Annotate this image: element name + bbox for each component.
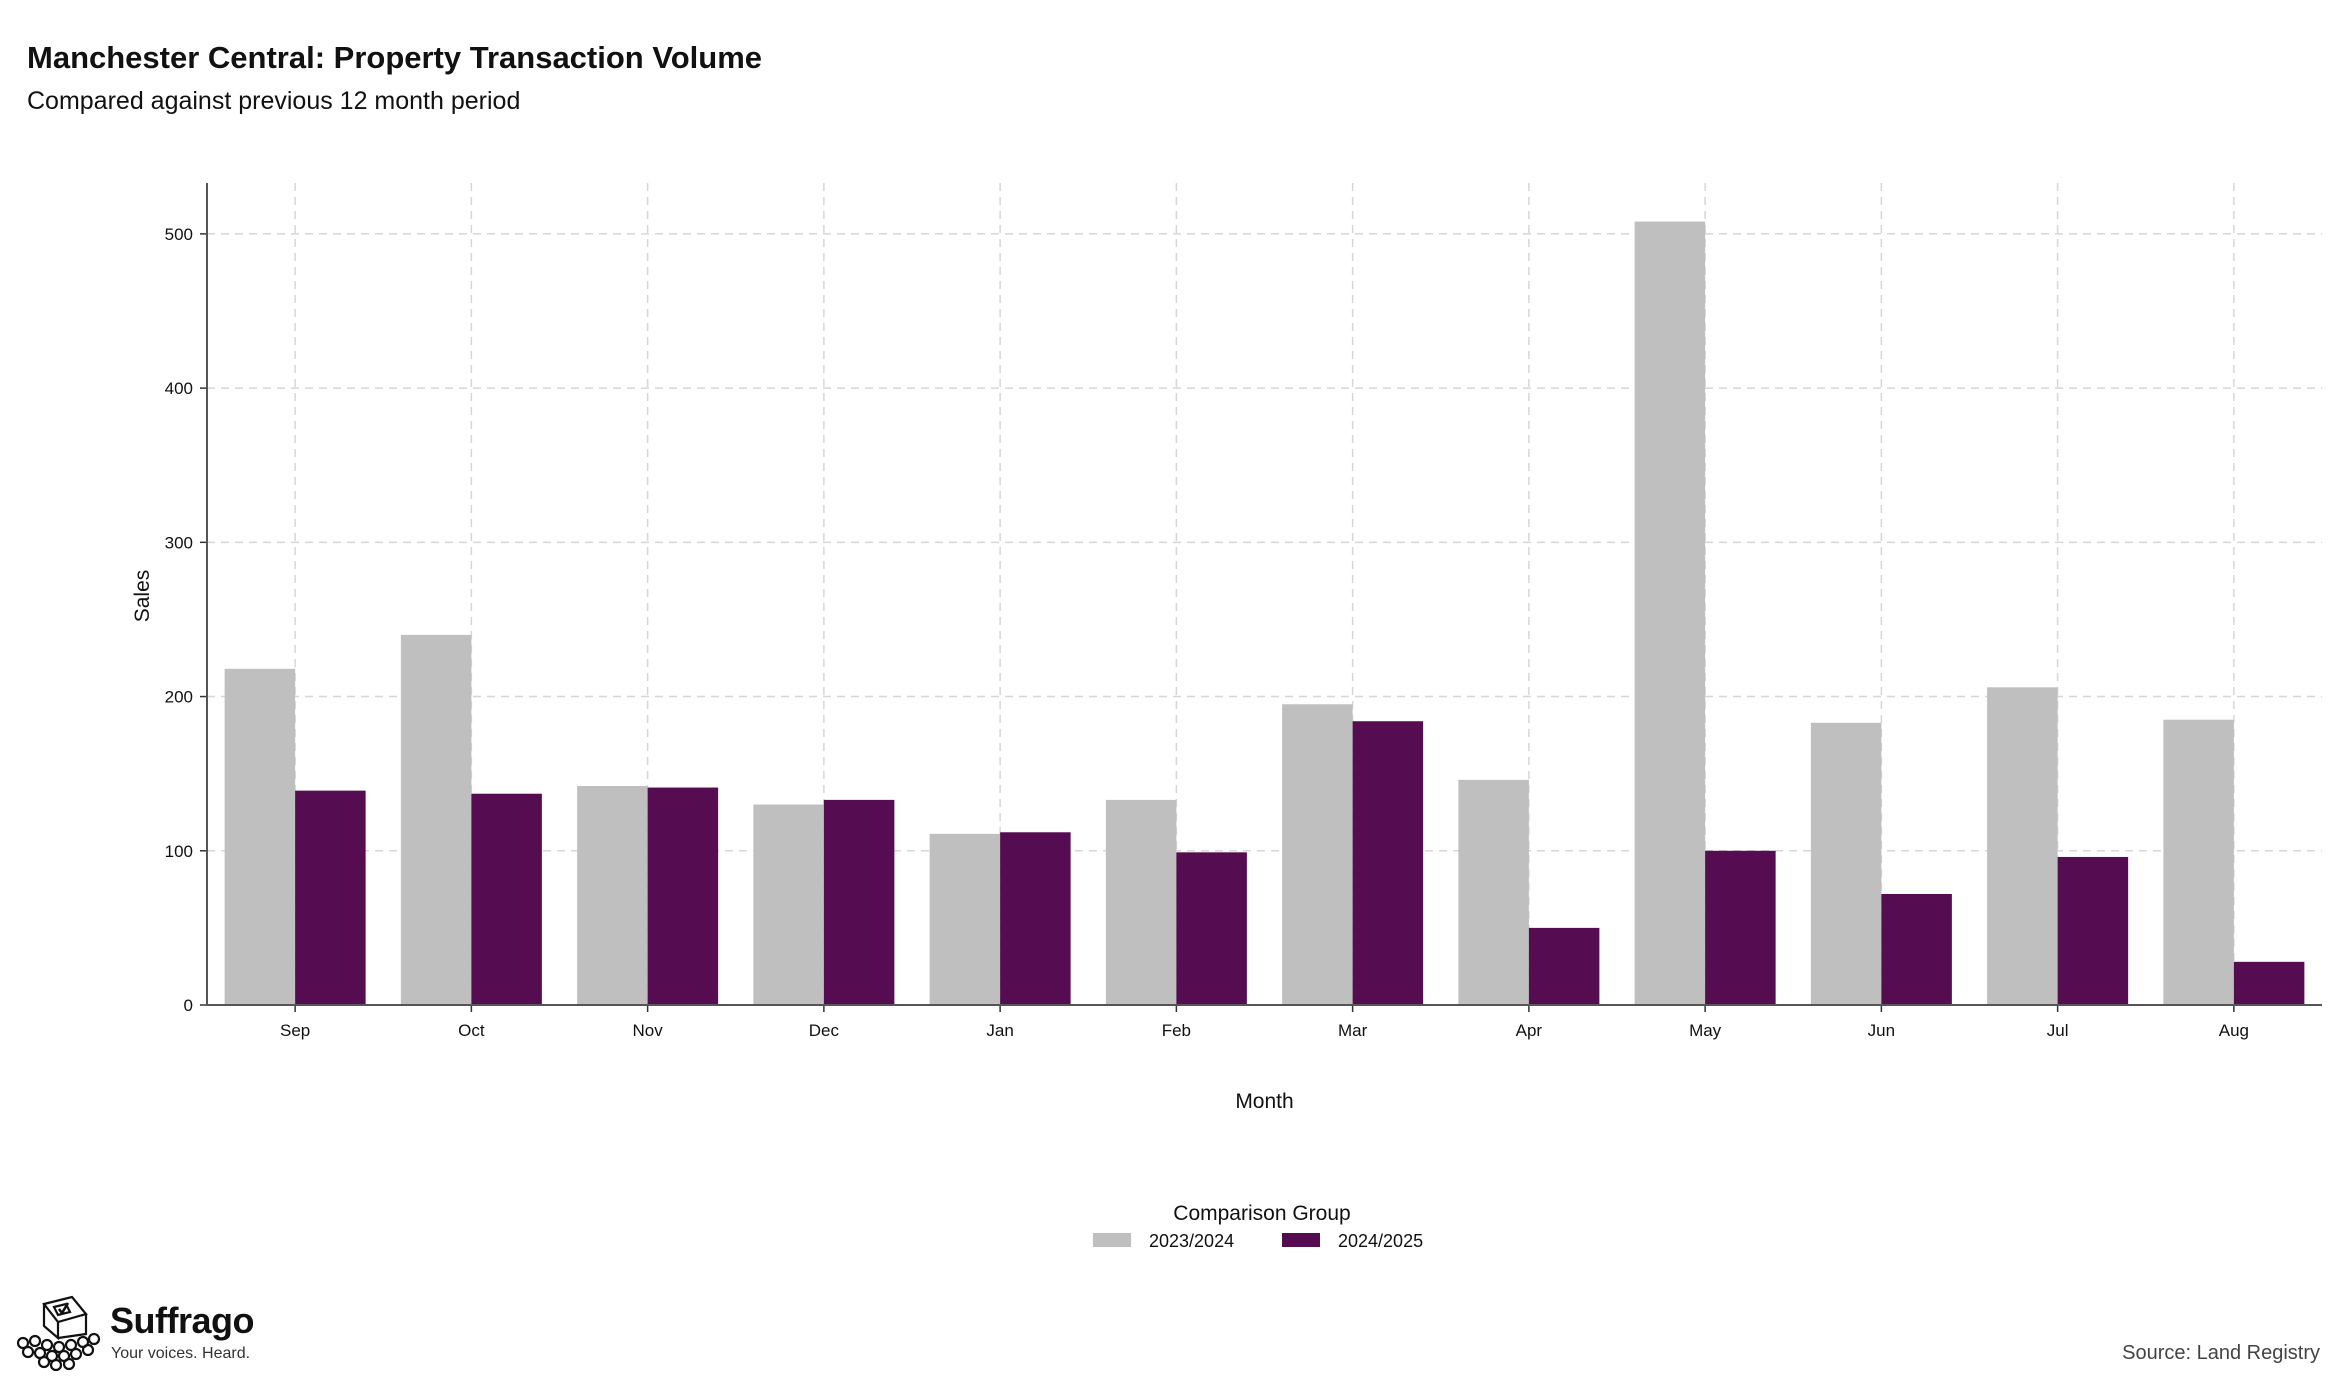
y-tick-label: 500 [165, 225, 193, 244]
x-tick-label: Apr [1516, 1021, 1543, 1040]
x-tick-label: Nov [633, 1021, 664, 1040]
bar-2024-2025-jun [1881, 893, 1952, 1005]
bar-2023-2024-sep [224, 668, 296, 1005]
bar-2023-2024-feb [1105, 799, 1177, 1005]
bar-2023-2024-oct [400, 634, 472, 1005]
y-tick-label: 0 [184, 996, 193, 1015]
x-tick-label: Jun [1868, 1021, 1895, 1040]
bar-2024-2025-apr [1528, 927, 1600, 1005]
ballot-box-crowd-icon [16, 1295, 101, 1372]
bar-2024-2025-may [1705, 850, 1776, 1005]
legend-label: 2024/2025 [1338, 1231, 1423, 1251]
brand-name: Suffrago [110, 1300, 255, 1341]
bar-2024-2025-jul [2057, 856, 2129, 1005]
x-tick-label: Feb [1162, 1021, 1191, 1040]
x-tick-label: Jul [2047, 1021, 2069, 1040]
x-axis-title: Month [1235, 1090, 1293, 1113]
bar-2023-2024-jun [1810, 722, 1882, 1005]
bar-2024-2025-aug [2233, 961, 2305, 1005]
x-tick-label: Dec [809, 1021, 840, 1040]
x-tick-label: Mar [1338, 1021, 1368, 1040]
bar-2023-2024-dec [753, 804, 824, 1005]
source-note: Source: Land Registry [2122, 1342, 2320, 1364]
chart-title: Manchester Central: Property Transaction… [27, 40, 763, 75]
legend-swatch [1282, 1233, 1320, 1247]
y-axis-title: Sales [131, 570, 154, 623]
y-tick-label: 200 [165, 688, 193, 707]
bar-2024-2025-mar [1352, 721, 1424, 1005]
bar-2023-2024-nov [577, 786, 648, 1005]
y-tick-label: 100 [165, 842, 193, 861]
bar-2024-2025-oct [471, 793, 542, 1005]
x-tick-label: Sep [280, 1021, 310, 1040]
bar-2024-2025-dec [823, 799, 895, 1005]
chart-subtitle: Compared against previous 12 month perio… [27, 87, 521, 115]
bar-2023-2024-aug [2163, 719, 2234, 1005]
legend-label: 2023/2024 [1149, 1231, 1234, 1251]
bar-2023-2024-apr [1458, 779, 1529, 1005]
legend-swatch [1093, 1233, 1131, 1247]
bar-2024-2025-nov [647, 787, 719, 1005]
bar-2023-2024-mar [1282, 704, 1353, 1005]
bar-2024-2025-sep [295, 790, 366, 1005]
y-tick-label: 400 [165, 379, 193, 398]
bar-2024-2025-feb [1176, 852, 1247, 1005]
x-tick-label: Aug [2219, 1021, 2249, 1040]
y-tick-label: 300 [165, 533, 193, 552]
x-tick-label: Oct [458, 1021, 485, 1040]
x-tick-label: Jan [986, 1021, 1013, 1040]
bar-2023-2024-jan [929, 833, 1001, 1005]
legend-title: Comparison Group [1173, 1202, 1350, 1225]
x-tick-label: May [1689, 1021, 1722, 1040]
bar-2024-2025-jan [1000, 832, 1071, 1005]
brand-tagline: Your voices. Heard. [111, 1345, 251, 1362]
bar-2023-2024-jul [1987, 687, 2058, 1005]
bar-2023-2024-may [1634, 221, 1706, 1005]
